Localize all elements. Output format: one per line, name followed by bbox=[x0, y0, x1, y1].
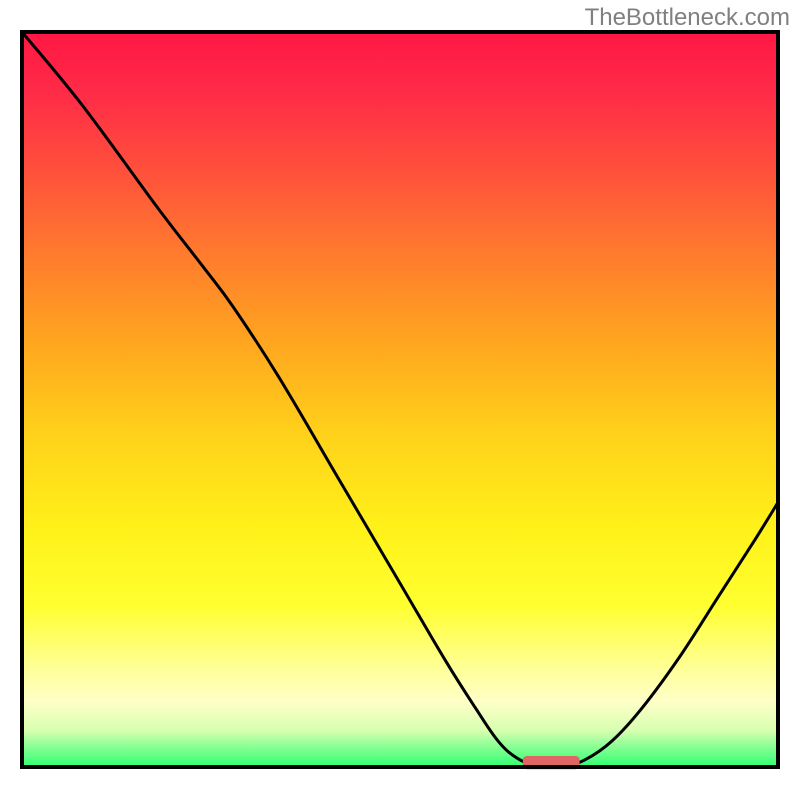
watermark-text: TheBottleneck.com bbox=[585, 4, 790, 32]
plot-background bbox=[22, 32, 778, 767]
chart-svg bbox=[0, 0, 800, 800]
bottleneck-chart: TheBottleneck.com bbox=[0, 0, 800, 800]
